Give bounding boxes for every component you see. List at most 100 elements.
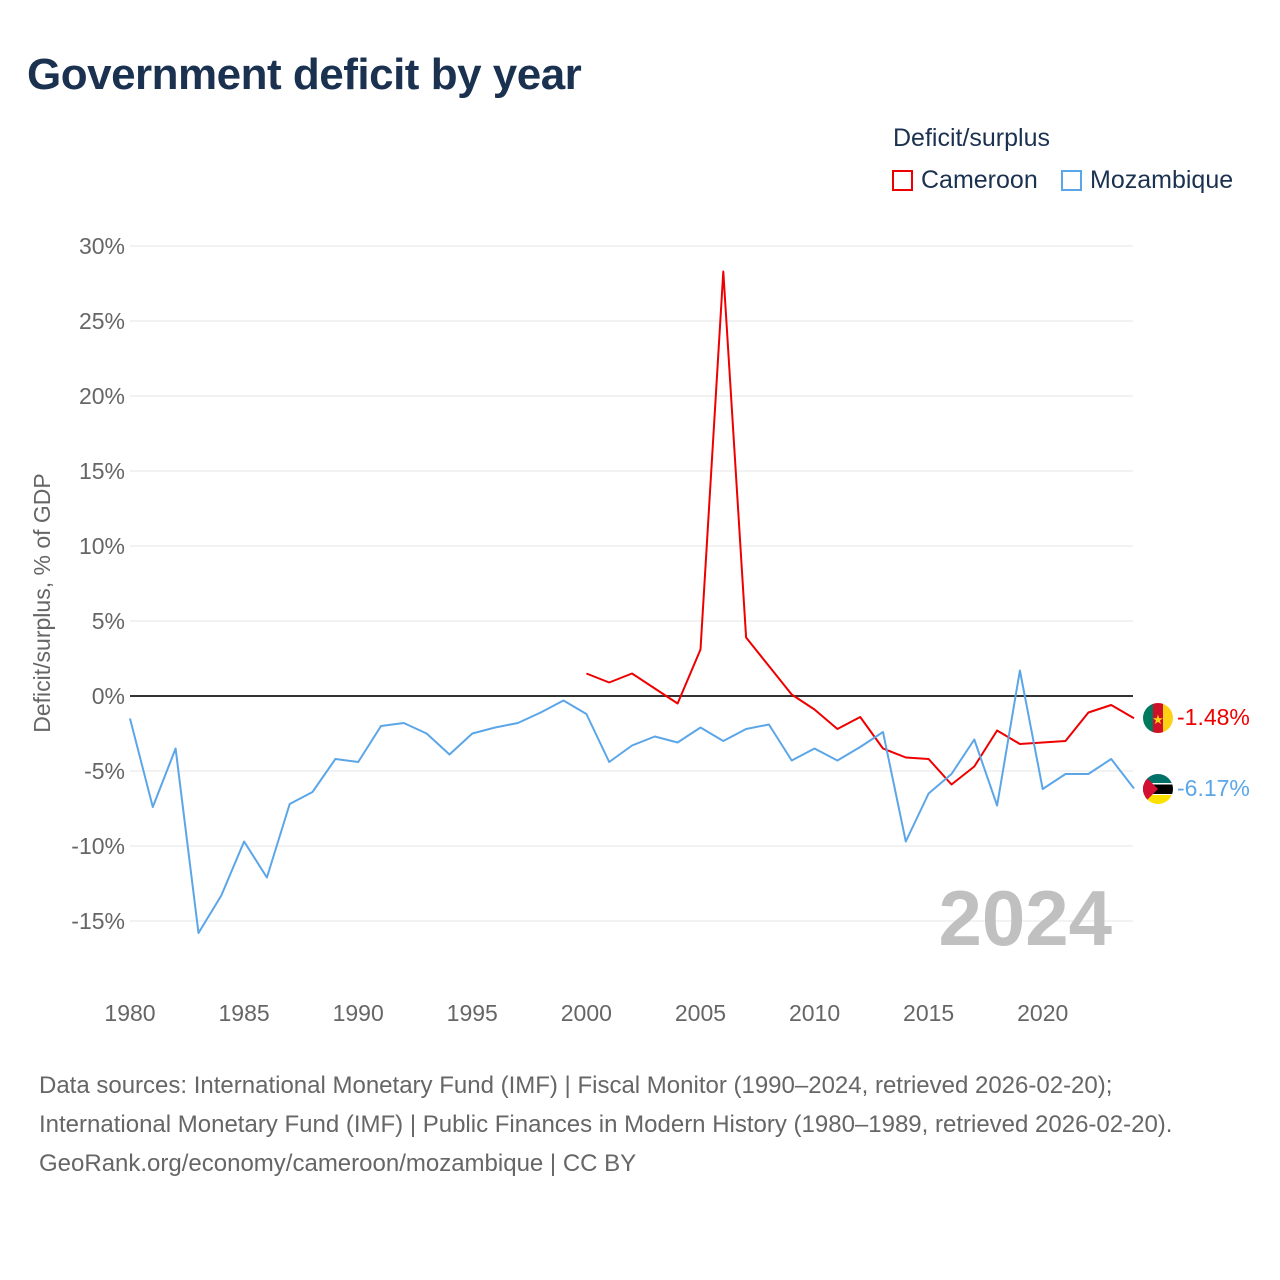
data-point-mozambique[interactable] xyxy=(286,800,294,808)
data-point-mozambique[interactable] xyxy=(696,724,704,732)
data-point-mozambique[interactable] xyxy=(514,719,522,727)
data-point-mozambique[interactable] xyxy=(149,803,157,811)
y-tick-label: -10% xyxy=(71,833,125,859)
data-point-cameroon[interactable] xyxy=(811,706,819,714)
data-point-mozambique[interactable] xyxy=(400,719,408,727)
data-point-mozambique[interactable] xyxy=(1062,770,1070,778)
data-point-cameroon[interactable] xyxy=(1084,709,1092,717)
data-point-cameroon[interactable] xyxy=(1130,714,1138,722)
data-point-mozambique[interactable] xyxy=(537,709,545,717)
data-point-cameroon[interactable] xyxy=(947,781,955,789)
data-point-cameroon[interactable] xyxy=(765,662,773,670)
data-point-cameroon[interactable] xyxy=(1039,739,1047,747)
data-point-mozambique[interactable] xyxy=(970,736,978,744)
data-point-mozambique[interactable] xyxy=(925,790,933,798)
y-tick-label: 0% xyxy=(92,683,125,709)
y-tick-label: 20% xyxy=(79,383,125,409)
data-point-mozambique[interactable] xyxy=(811,745,819,753)
data-point-mozambique[interactable] xyxy=(605,758,613,766)
data-point-mozambique[interactable] xyxy=(582,710,590,718)
data-point-mozambique[interactable] xyxy=(468,730,476,738)
data-point-mozambique[interactable] xyxy=(993,802,1001,810)
data-point-mozambique[interactable] xyxy=(1084,770,1092,778)
x-tick-label: 2000 xyxy=(561,1000,612,1026)
data-point-cameroon[interactable] xyxy=(902,754,910,762)
data-point-mozambique[interactable] xyxy=(491,724,499,732)
data-point-cameroon[interactable] xyxy=(788,691,796,699)
data-point-cameroon[interactable] xyxy=(970,763,978,771)
data-point-mozambique[interactable] xyxy=(172,745,180,753)
data-point-cameroon[interactable] xyxy=(1107,701,1115,709)
series-line-cameroon[interactable] xyxy=(586,270,1135,786)
x-tick-label: 1995 xyxy=(447,1000,498,1026)
data-point-cameroon[interactable] xyxy=(651,685,659,693)
data-point-mozambique[interactable] xyxy=(674,739,682,747)
data-point-cameroon[interactable] xyxy=(582,670,590,678)
x-tick-label: 1985 xyxy=(219,1000,270,1026)
data-point-mozambique[interactable] xyxy=(309,788,317,796)
end-label-mozambique: -6.17% xyxy=(1177,775,1250,801)
data-point-cameroon[interactable] xyxy=(719,268,727,276)
data-point-mozambique[interactable] xyxy=(560,697,568,705)
data-point-mozambique[interactable] xyxy=(1016,667,1024,675)
y-tick-label: 10% xyxy=(79,533,125,559)
data-point-mozambique[interactable] xyxy=(788,757,796,765)
data-point-cameroon[interactable] xyxy=(925,755,933,763)
y-tick-label: -5% xyxy=(84,758,125,784)
x-tick-label: 2005 xyxy=(675,1000,726,1026)
legend-item-cameroon[interactable]: Cameroon xyxy=(892,166,1038,195)
data-point-mozambique[interactable] xyxy=(331,755,339,763)
data-point-cameroon[interactable] xyxy=(833,725,841,733)
source-credit-link[interactable]: GeoRank.org/economy/cameroon/mozambique … xyxy=(39,1150,637,1177)
data-point-mozambique[interactable] xyxy=(1107,755,1115,763)
data-point-cameroon[interactable] xyxy=(605,679,613,687)
data-point-cameroon[interactable] xyxy=(993,727,1001,735)
data-point-mozambique[interactable] xyxy=(240,838,248,846)
x-tick-label: 2010 xyxy=(789,1000,840,1026)
chart-title: Government deficit by year xyxy=(27,50,582,99)
data-point-cameroon[interactable] xyxy=(1016,740,1024,748)
legend-swatch-mozambique xyxy=(1061,170,1082,191)
data-point-mozambique[interactable] xyxy=(719,737,727,745)
data-point-cameroon[interactable] xyxy=(856,713,864,721)
data-point-mozambique[interactable] xyxy=(263,874,271,882)
data-point-mozambique[interactable] xyxy=(856,743,864,751)
data-point-mozambique[interactable] xyxy=(354,758,362,766)
x-tick-label: 2015 xyxy=(903,1000,954,1026)
data-sources: Data sources: International Monetary Fun… xyxy=(39,1072,1173,1138)
data-point-mozambique[interactable] xyxy=(765,721,773,729)
data-point-mozambique[interactable] xyxy=(217,892,225,900)
x-tick-label: 1980 xyxy=(104,1000,155,1026)
data-point-mozambique[interactable] xyxy=(423,730,431,738)
svg-text:★: ★ xyxy=(1152,712,1164,727)
data-point-mozambique[interactable] xyxy=(902,838,910,846)
data-point-mozambique[interactable] xyxy=(742,725,750,733)
data-point-mozambique[interactable] xyxy=(879,728,887,736)
data-point-cameroon[interactable] xyxy=(742,634,750,642)
data-point-cameroon[interactable] xyxy=(1062,737,1070,745)
end-label-cameroon: -1.48% xyxy=(1177,704,1250,730)
data-point-mozambique[interactable] xyxy=(377,722,385,730)
data-point-mozambique[interactable] xyxy=(445,751,453,759)
y-tick-label: -15% xyxy=(71,908,125,934)
data-point-cameroon[interactable] xyxy=(696,646,704,654)
data-point-mozambique[interactable] xyxy=(651,733,659,741)
data-point-mozambique[interactable] xyxy=(1130,785,1138,793)
data-point-mozambique[interactable] xyxy=(833,757,841,765)
y-tick-label: 30% xyxy=(79,233,125,259)
data-point-cameroon[interactable] xyxy=(674,700,682,708)
x-tick-label: 1990 xyxy=(333,1000,384,1026)
data-point-mozambique[interactable] xyxy=(126,715,134,723)
y-tick-label: 25% xyxy=(79,308,125,334)
series-line-mozambique[interactable] xyxy=(129,669,1135,934)
data-point-mozambique[interactable] xyxy=(628,742,636,750)
data-point-cameroon[interactable] xyxy=(628,670,636,678)
legend-label: Mozambique xyxy=(1090,166,1234,194)
data-point-mozambique[interactable] xyxy=(947,770,955,778)
data-point-mozambique[interactable] xyxy=(1039,785,1047,793)
data-point-mozambique[interactable] xyxy=(194,929,202,937)
legend-label: Cameroon xyxy=(921,166,1038,194)
y-tick-label: 15% xyxy=(79,458,125,484)
legend-item-mozambique[interactable]: Mozambique xyxy=(1061,166,1233,195)
